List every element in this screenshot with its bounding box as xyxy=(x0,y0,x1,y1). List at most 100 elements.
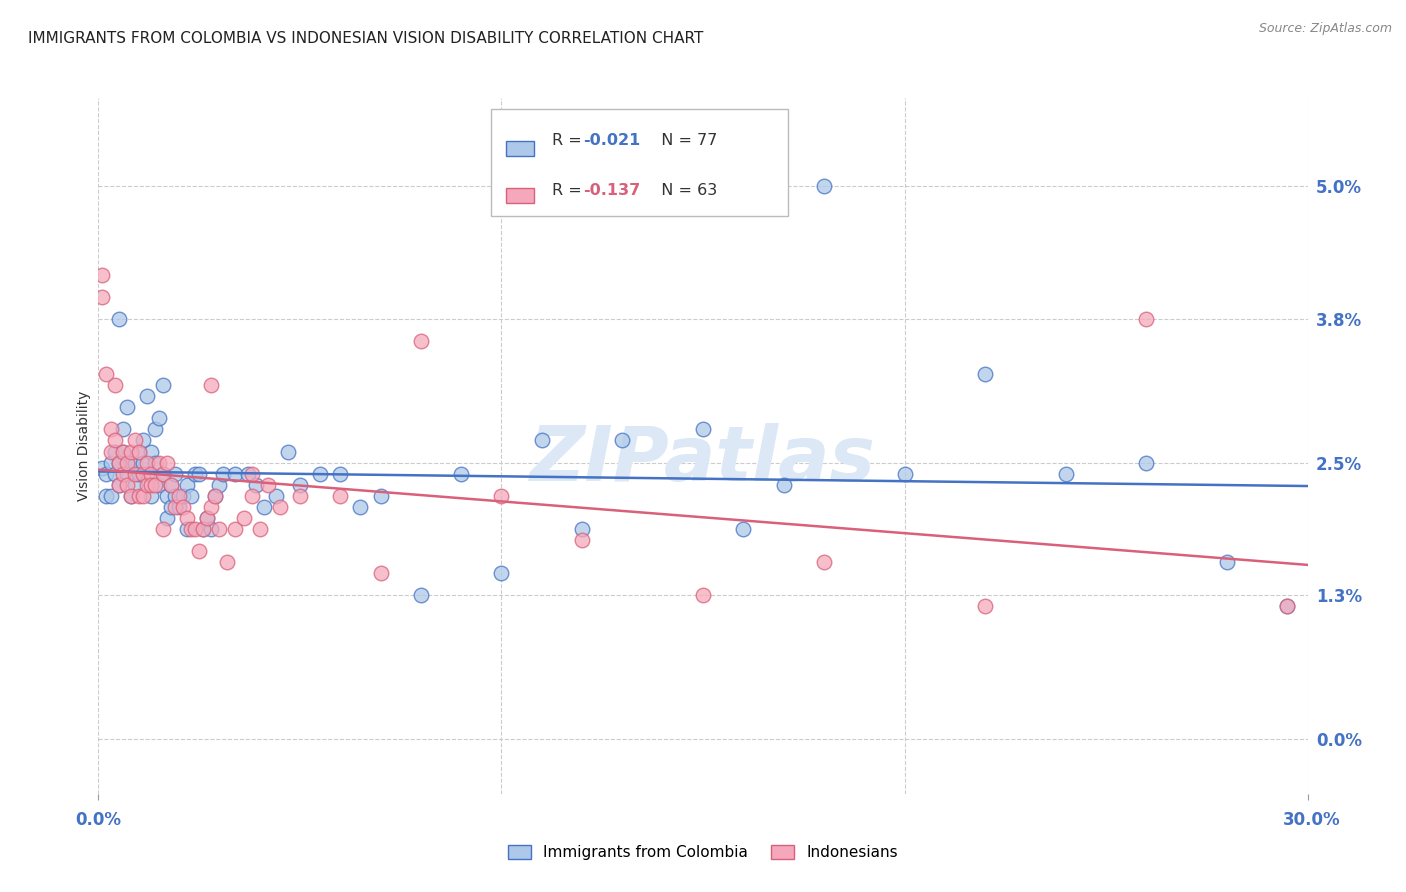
Point xyxy=(115,467,138,481)
Point xyxy=(176,510,198,524)
Point xyxy=(288,489,311,503)
Point xyxy=(1054,467,1077,481)
Point xyxy=(288,477,311,491)
Point xyxy=(156,510,179,524)
Point xyxy=(772,477,794,491)
Point xyxy=(813,555,835,569)
Point xyxy=(195,510,218,524)
Point xyxy=(172,500,194,514)
Point xyxy=(128,444,150,458)
Point xyxy=(135,456,157,470)
Point xyxy=(111,444,134,458)
Text: 30.0%: 30.0% xyxy=(1284,811,1340,829)
Point xyxy=(329,467,352,481)
Point xyxy=(249,522,271,536)
Point xyxy=(107,312,129,326)
Point xyxy=(974,368,997,382)
Point xyxy=(132,467,155,481)
Point xyxy=(204,489,226,503)
Point xyxy=(184,522,207,536)
Text: -0.021: -0.021 xyxy=(583,134,641,148)
Point xyxy=(107,456,129,470)
Point xyxy=(143,456,166,470)
FancyBboxPatch shape xyxy=(506,141,534,156)
Point xyxy=(200,522,222,536)
Point xyxy=(176,522,198,536)
Point xyxy=(143,422,166,436)
Point xyxy=(111,444,134,458)
Point xyxy=(132,434,155,448)
Point xyxy=(100,456,122,470)
Text: 0.0%: 0.0% xyxy=(76,811,121,829)
Point xyxy=(200,500,222,514)
Point xyxy=(148,456,170,470)
Point xyxy=(152,378,174,392)
Text: ZIPatlas: ZIPatlas xyxy=(530,423,876,497)
Point xyxy=(103,444,125,458)
Point xyxy=(135,477,157,491)
Point xyxy=(409,334,432,348)
Point xyxy=(349,500,371,514)
Text: Source: ZipAtlas.com: Source: ZipAtlas.com xyxy=(1258,22,1392,36)
Point xyxy=(813,179,835,194)
FancyBboxPatch shape xyxy=(492,109,787,217)
Point xyxy=(100,489,122,503)
Point xyxy=(91,268,114,282)
Point xyxy=(253,500,276,514)
Point xyxy=(277,444,299,458)
Point xyxy=(96,489,118,503)
Point xyxy=(1135,456,1157,470)
Point xyxy=(135,467,157,481)
Point xyxy=(103,434,125,448)
Point xyxy=(1135,312,1157,326)
Point xyxy=(156,456,179,470)
Point xyxy=(180,522,202,536)
Point xyxy=(163,500,186,514)
Point xyxy=(224,522,246,536)
Point xyxy=(115,401,138,415)
Point xyxy=(612,434,634,448)
Point xyxy=(163,467,186,481)
Point xyxy=(1216,555,1239,569)
Point xyxy=(370,566,392,580)
Text: N = 63: N = 63 xyxy=(651,183,717,198)
Point xyxy=(184,467,207,481)
Point xyxy=(269,500,291,514)
Point xyxy=(128,467,150,481)
Point xyxy=(195,510,218,524)
Point xyxy=(103,378,125,392)
Y-axis label: Vision Disability: Vision Disability xyxy=(77,391,91,501)
Point xyxy=(107,477,129,491)
Point xyxy=(329,489,352,503)
Point xyxy=(132,456,155,470)
Point xyxy=(236,467,259,481)
Text: -0.137: -0.137 xyxy=(583,183,641,198)
Point xyxy=(193,522,215,536)
Point xyxy=(111,422,134,436)
Point xyxy=(115,477,138,491)
Point xyxy=(208,477,231,491)
Point xyxy=(309,467,332,481)
Point xyxy=(180,489,202,503)
Point xyxy=(256,477,278,491)
Point xyxy=(172,489,194,503)
Point xyxy=(152,522,174,536)
Text: R =: R = xyxy=(553,183,586,198)
Point xyxy=(409,588,432,602)
Point xyxy=(167,489,190,503)
Point xyxy=(139,489,162,503)
Point xyxy=(240,467,263,481)
Point xyxy=(212,467,235,481)
Point xyxy=(370,489,392,503)
Point xyxy=(450,467,472,481)
Point xyxy=(91,461,114,475)
Point xyxy=(491,489,513,503)
Point xyxy=(139,467,162,481)
Point xyxy=(193,522,215,536)
Point xyxy=(139,477,162,491)
Point xyxy=(115,456,138,470)
Point xyxy=(217,555,239,569)
Point xyxy=(530,434,553,448)
Point xyxy=(167,500,190,514)
Point xyxy=(893,467,915,481)
